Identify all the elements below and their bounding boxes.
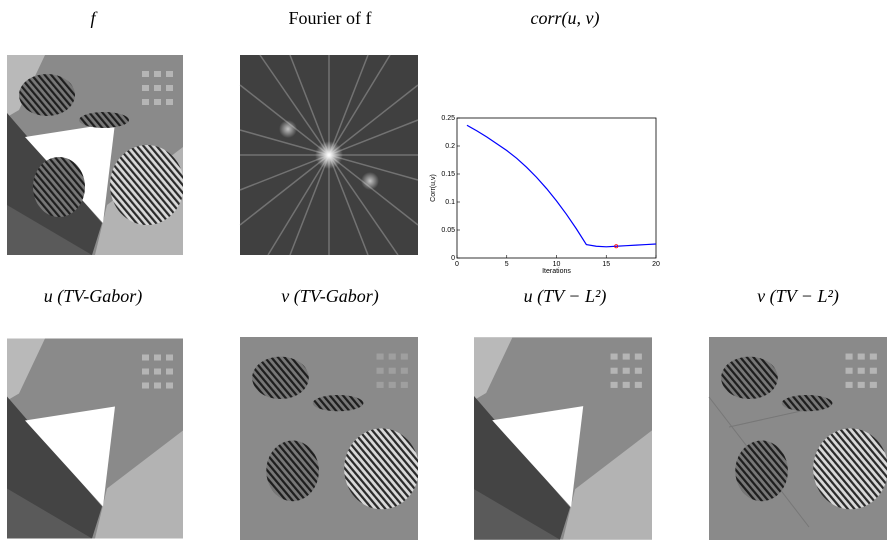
x-tick-label: 5 xyxy=(505,261,509,268)
x-tick-label: 15 xyxy=(602,261,610,268)
x-axis-label: Iterations xyxy=(542,268,571,275)
plot-frame xyxy=(457,118,656,258)
image-u-tv-l2 xyxy=(474,337,652,539)
panel-title: v (TV − L²) xyxy=(757,286,839,307)
figure: f Fourier of f corr(u, v) u (TV-Gabor) v (TV… xyxy=(0,0,887,540)
shape xyxy=(846,354,877,388)
image-v-tv-l2 xyxy=(709,337,887,540)
y-tick-label: 0.2 xyxy=(445,143,455,150)
panel-title: v (TV-Gabor) xyxy=(281,286,379,307)
image-f xyxy=(7,55,184,255)
shape xyxy=(315,141,343,169)
y-axis-label: Corr(u,v) xyxy=(430,174,437,202)
panel-title: corr(u, v) xyxy=(531,8,600,29)
image-fourier xyxy=(240,55,418,255)
image-v-tv-gabor xyxy=(240,337,419,540)
x-tick-label: 20 xyxy=(652,261,660,268)
x-tick-label: 0 xyxy=(455,261,459,268)
x-tick-label: 10 xyxy=(553,261,561,268)
panel-title: Fourier of f xyxy=(289,8,372,28)
shape xyxy=(611,354,642,388)
shape xyxy=(142,355,173,389)
y-tick-label: 0.25 xyxy=(441,115,455,122)
y-tick-label: 0 xyxy=(451,255,455,262)
shape xyxy=(279,120,297,138)
y-tick-label: 0.1 xyxy=(445,199,455,206)
page: f Fourier of f corr(u, v) u (TV-Gabor) v (TV… xyxy=(0,0,887,540)
shape xyxy=(142,71,173,105)
y-tick-label: 0.15 xyxy=(441,171,455,178)
panel-title: u (TV-Gabor) xyxy=(44,286,143,307)
image-u-tv-gabor xyxy=(7,339,183,539)
panel-title: u (TV − L²) xyxy=(524,286,607,307)
corr-chart: 0 5 10 15 20 0 0.05 0.1 0.15 0.2 0.25 Iterations Cor… xyxy=(430,115,660,275)
shape xyxy=(361,172,379,190)
y-tick-label: 0.05 xyxy=(441,227,455,234)
shape xyxy=(377,354,408,388)
panel-title: f xyxy=(90,8,98,28)
